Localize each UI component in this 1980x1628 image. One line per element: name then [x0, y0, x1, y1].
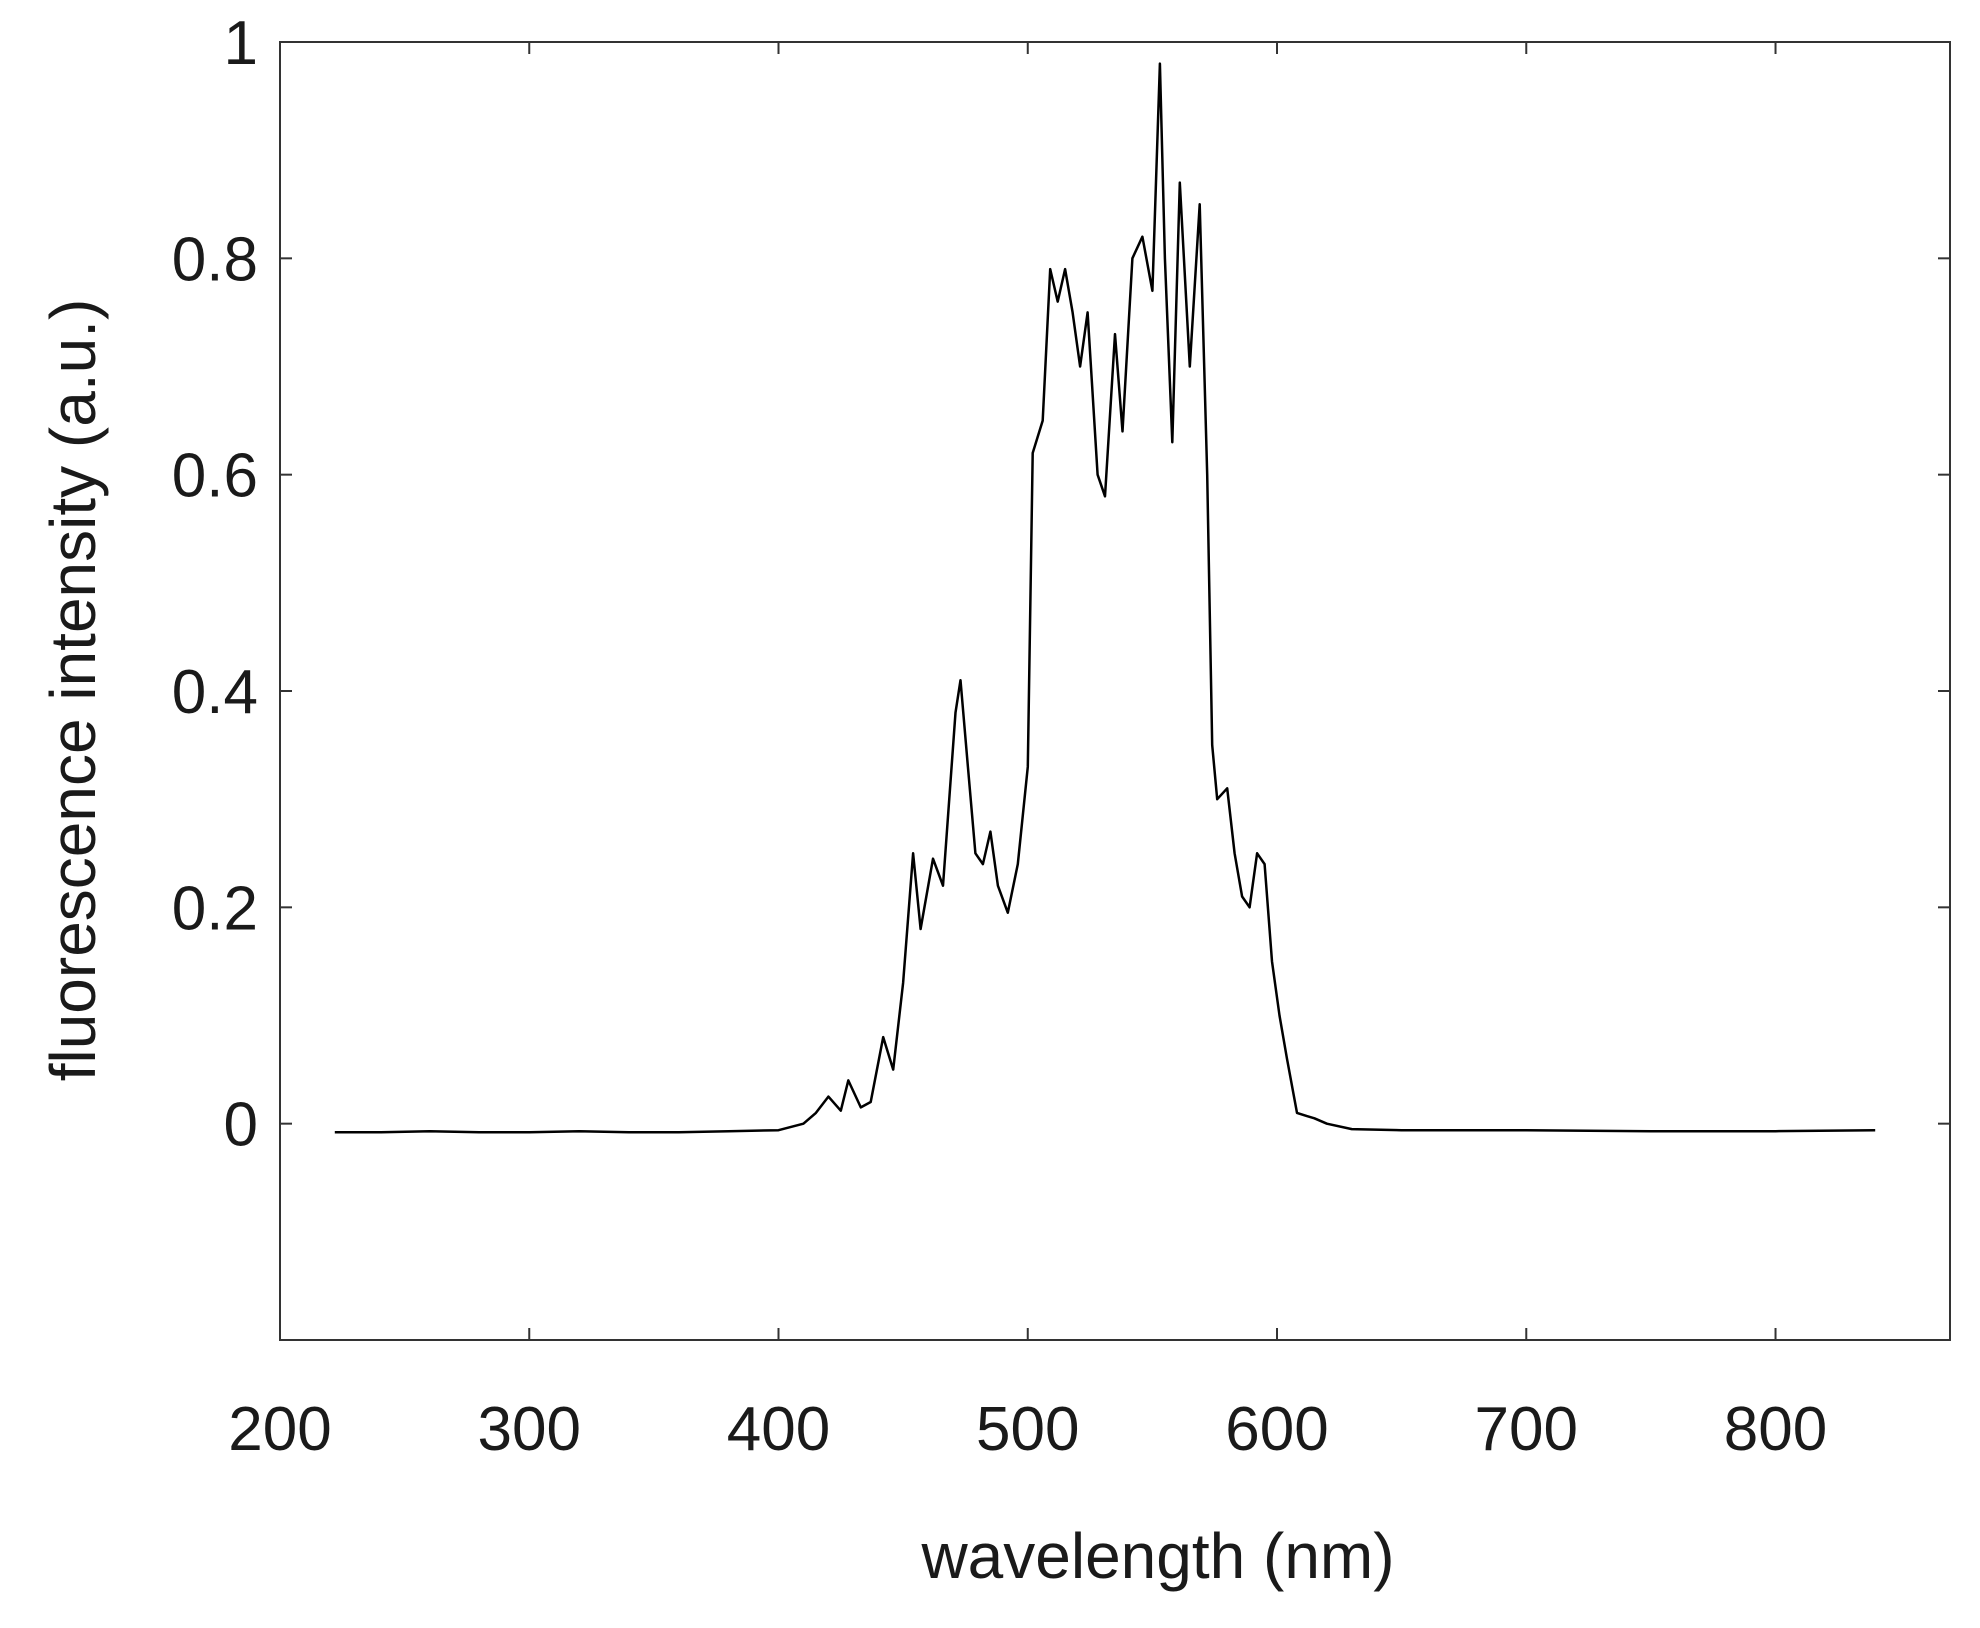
axis-tick-labels: 200 300 400 500 600 700 800 0 0.2 0.4 0.6 0.8 1 — [172, 9, 1827, 1464]
x-tick-label: 200 — [228, 1395, 331, 1464]
y-tick-label: 0.4 — [172, 658, 258, 727]
x-axis-label: wavelength (nm) — [920, 1520, 1394, 1592]
x-tick-label: 500 — [976, 1395, 1079, 1464]
axis-ticks — [279, 41, 1950, 1340]
x-tick-label: 800 — [1724, 1395, 1827, 1464]
plot-frame — [279, 41, 1951, 1341]
x-tick-label: 700 — [1475, 1395, 1578, 1464]
x-tick-label: 400 — [727, 1395, 830, 1464]
x-tick-label: 600 — [1225, 1395, 1328, 1464]
y-tick-label: 0 — [224, 1091, 258, 1160]
x-tick-label: 300 — [478, 1395, 581, 1464]
y-tick-label: 0.6 — [172, 442, 258, 511]
y-tick-label: 1 — [224, 9, 258, 78]
y-tick-label: 0.8 — [172, 225, 258, 294]
y-tick-label: 0.2 — [172, 874, 258, 943]
y-axis-label: fluorescence intensity (a.u.) — [37, 299, 109, 1082]
spectrum-line — [334, 62, 1876, 1134]
